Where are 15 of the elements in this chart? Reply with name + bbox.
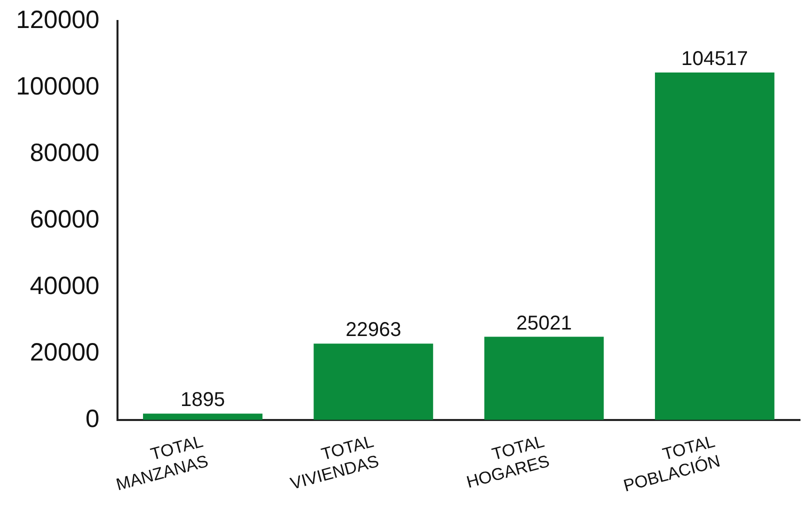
bar — [654, 72, 774, 420]
y-tick-label: 60000 — [30, 205, 100, 234]
bar — [143, 414, 262, 420]
data-label: 25021 — [516, 312, 572, 334]
data-label: 22963 — [346, 319, 402, 342]
y-tick-label: 80000 — [30, 138, 100, 167]
bar — [484, 336, 604, 420]
bar — [314, 344, 434, 420]
data-label: 1895 — [180, 389, 225, 412]
y-tick-label: 100000 — [16, 72, 100, 100]
y-tick-label: 40000 — [30, 272, 100, 300]
y-tick-label: 0 — [86, 404, 100, 433]
y-tick-label: 20000 — [30, 338, 100, 366]
data-label: 104517 — [681, 48, 748, 70]
y-tick-label: 120000 — [16, 6, 100, 34]
